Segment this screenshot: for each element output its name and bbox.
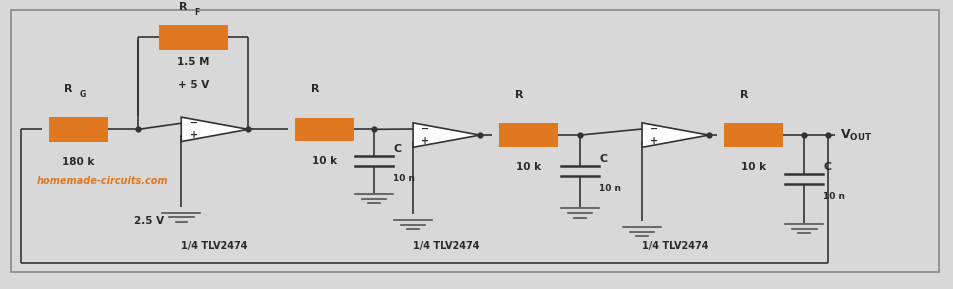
Polygon shape	[641, 123, 708, 147]
Text: 1/4 TLV2474: 1/4 TLV2474	[181, 241, 248, 251]
Text: 10 k: 10 k	[312, 156, 336, 166]
Text: C: C	[393, 144, 401, 154]
Text: R: R	[740, 90, 748, 100]
Text: +: +	[190, 130, 197, 140]
Bar	[294, 118, 354, 141]
Text: +: +	[421, 136, 429, 146]
Bar	[498, 123, 558, 147]
Text: 10 n: 10 n	[822, 192, 844, 201]
Text: 10 k: 10 k	[516, 162, 540, 172]
Text: V$_{\mathregular{OUT}}$: V$_{\mathregular{OUT}}$	[839, 127, 871, 143]
Polygon shape	[413, 123, 479, 147]
Text: 2.5 V: 2.5 V	[133, 216, 164, 226]
Text: 1.5 M: 1.5 M	[176, 57, 210, 66]
Text: 1/4 TLV2474: 1/4 TLV2474	[641, 241, 708, 251]
Text: 10 n: 10 n	[393, 174, 415, 183]
Text: + 5 V: + 5 V	[177, 80, 209, 90]
Text: F: F	[194, 8, 199, 17]
Text: +: +	[650, 136, 658, 146]
Text: 10 n: 10 n	[598, 184, 620, 193]
Text: 180 k: 180 k	[62, 157, 94, 167]
Text: C: C	[822, 162, 831, 172]
Text: R: R	[515, 90, 523, 100]
Text: C: C	[598, 154, 607, 164]
Bar	[158, 25, 227, 50]
Text: 1/4 TLV2474: 1/4 TLV2474	[413, 241, 479, 251]
Text: −: −	[190, 118, 197, 128]
Text: 10 k: 10 k	[740, 162, 765, 172]
Bar	[49, 117, 108, 142]
Polygon shape	[181, 117, 248, 142]
Text: G: G	[79, 90, 86, 99]
Text: −: −	[650, 124, 658, 134]
Text: R: R	[311, 84, 319, 94]
Text: R: R	[179, 2, 187, 12]
Text: −: −	[421, 124, 429, 134]
Text: R: R	[64, 84, 72, 94]
Text: homemade-circuits.com: homemade-circuits.com	[36, 176, 168, 186]
Bar	[723, 123, 782, 147]
